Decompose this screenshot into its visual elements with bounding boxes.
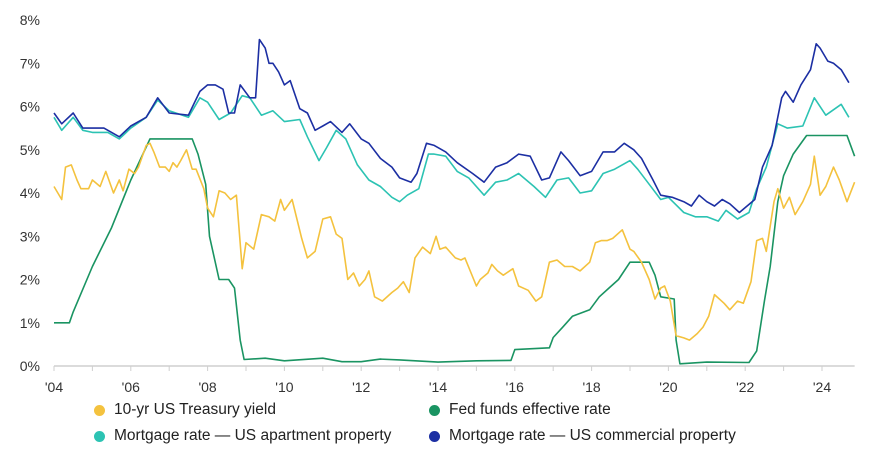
y-tick-label: 1%: [20, 315, 40, 331]
legend-label: 10-yr US Treasury yield: [114, 401, 276, 418]
y-axis: 0% 1% 2% 3% 4% 5% 6% 7% 8%: [20, 12, 40, 374]
legend-label: Mortgage rate — US apartment property: [114, 427, 392, 444]
legend-item-commercial: Mortgage rate — US commercial property: [429, 427, 736, 445]
legend-item-fed-funds: Fed funds effective rate: [429, 401, 611, 419]
x-tick-label: '10: [275, 379, 293, 395]
series-line-3: [53, 38, 850, 214]
legend-swatch-apartment: [94, 430, 105, 442]
x-tick-label: '04: [45, 379, 63, 395]
y-tick-label: 8%: [20, 12, 40, 28]
legend-item-treasury: 10-yr US Treasury yield: [94, 401, 276, 419]
line-chart: 0% 1% 2% 3% 4% 5% 6% 7% 8% '04 '06 '08 '10 '12 '14 '16…: [20, 12, 856, 395]
legend-swatch-fed-funds: [429, 404, 440, 416]
x-tick-label: '20: [659, 379, 677, 395]
legend-item-apartment: Mortgage rate — US apartment property: [94, 427, 391, 445]
x-tick-label: '22: [736, 379, 754, 395]
x-tick-label: '06: [122, 379, 140, 395]
y-tick-label: 4%: [20, 185, 40, 201]
series-line-1: [54, 134, 856, 365]
legend-swatch-commercial: [429, 430, 440, 442]
series-lines: [53, 38, 856, 365]
x-tick-label: '18: [582, 379, 600, 395]
series-line-2: [53, 94, 850, 222]
y-tick-label: 6%: [20, 99, 40, 115]
x-tick-label: '14: [429, 379, 447, 395]
x-tick-label: '12: [352, 379, 370, 395]
x-tick-label: '16: [506, 379, 524, 395]
x-axis: '04 '06 '08 '10 '12 '14 '16 '18 '20 '22 '24: [45, 365, 855, 395]
x-tick-label: '08: [198, 379, 216, 395]
y-tick-label: 5%: [20, 142, 40, 158]
legend-label: Mortgage rate — US commercial property: [449, 427, 736, 444]
legend-label: Fed funds effective rate: [449, 401, 611, 418]
y-tick-label: 2%: [20, 272, 40, 288]
series-line-0: [53, 142, 856, 341]
x-tick-label: '24: [813, 379, 831, 395]
y-tick-label: 3%: [20, 228, 40, 244]
y-tick-label: 7%: [20, 55, 40, 71]
y-tick-label: 0%: [20, 358, 40, 374]
legend-swatch-treasury: [94, 404, 105, 416]
